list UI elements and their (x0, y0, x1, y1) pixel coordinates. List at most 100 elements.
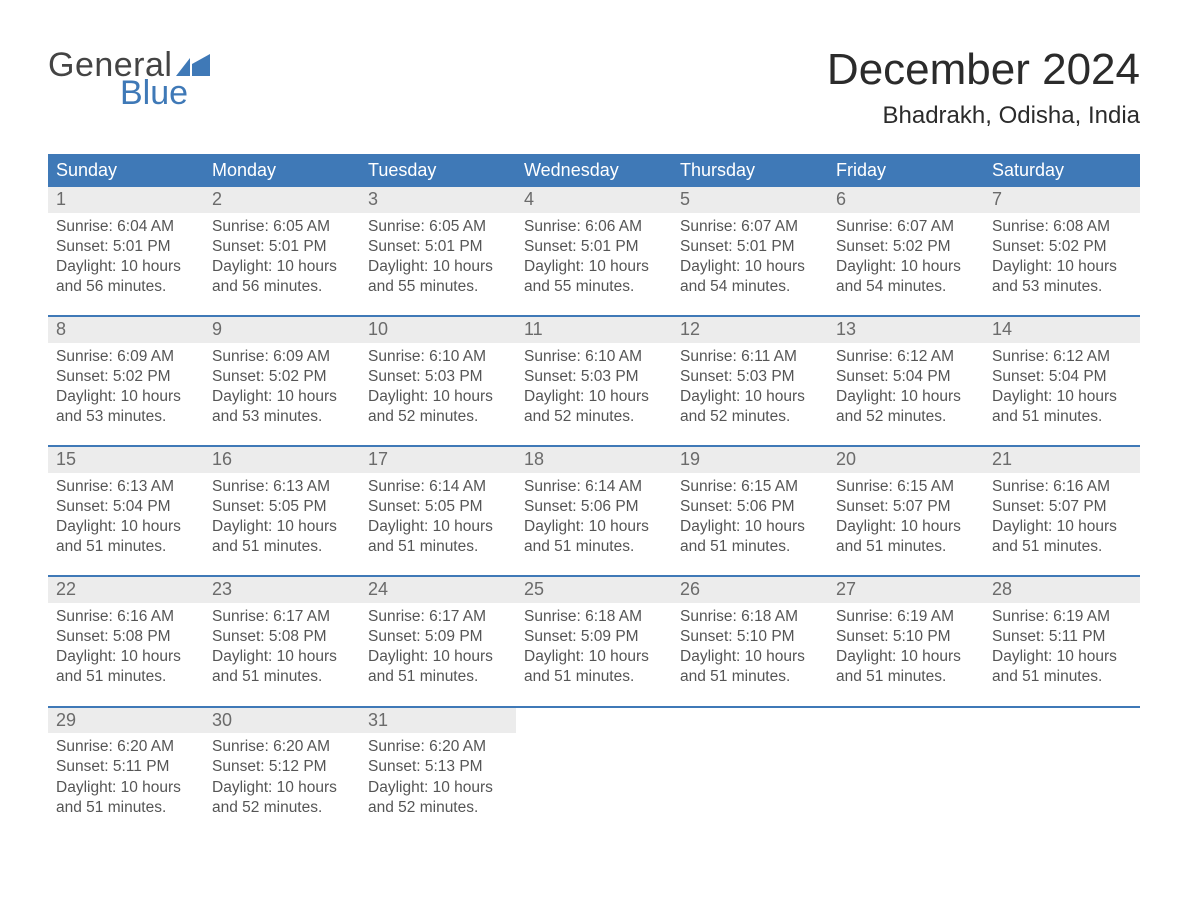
day-details: Sunrise: 6:17 AMSunset: 5:09 PMDaylight:… (360, 603, 516, 688)
day-details: Sunrise: 6:19 AMSunset: 5:10 PMDaylight:… (828, 603, 984, 688)
daylight-line-1: Daylight: 10 hours (680, 387, 820, 407)
daylight-line-1: Daylight: 10 hours (56, 647, 196, 667)
sunset-line: Sunset: 5:08 PM (56, 627, 196, 647)
calendar-day-cell: 30Sunrise: 6:20 AMSunset: 5:12 PMDayligh… (204, 708, 360, 836)
calendar-day-cell: 16Sunrise: 6:13 AMSunset: 5:05 PMDayligh… (204, 447, 360, 576)
daylight-line-2: and 55 minutes. (524, 277, 664, 297)
calendar-day-cell: 28Sunrise: 6:19 AMSunset: 5:11 PMDayligh… (984, 577, 1140, 706)
sunset-line: Sunset: 5:07 PM (836, 497, 976, 517)
daylight-line-1: Daylight: 10 hours (524, 257, 664, 277)
location-subtitle: Bhadrakh, Odisha, India (827, 102, 1140, 130)
calendar-day-cell: 2Sunrise: 6:05 AMSunset: 5:01 PMDaylight… (204, 187, 360, 316)
daylight-line-1: Daylight: 10 hours (836, 517, 976, 537)
calendar-week-row: 29Sunrise: 6:20 AMSunset: 5:11 PMDayligh… (48, 708, 1140, 836)
day-number: 28 (984, 577, 1140, 603)
calendar-week-row: 1Sunrise: 6:04 AMSunset: 5:01 PMDaylight… (48, 187, 1140, 316)
sunrise-line: Sunrise: 6:07 AM (836, 217, 976, 237)
weekday-header: Monday (204, 154, 360, 187)
day-details: Sunrise: 6:20 AMSunset: 5:13 PMDaylight:… (360, 733, 516, 818)
weekday-header: Wednesday (516, 154, 672, 187)
sunset-line: Sunset: 5:02 PM (992, 237, 1132, 257)
brand-logo: General Blue (48, 48, 210, 110)
page: General Blue December 2024 Bhadrakh, Odi… (0, 0, 1188, 868)
calendar-day-cell: 10Sunrise: 6:10 AMSunset: 5:03 PMDayligh… (360, 317, 516, 446)
sunset-line: Sunset: 5:07 PM (992, 497, 1132, 517)
calendar-day-cell: 26Sunrise: 6:18 AMSunset: 5:10 PMDayligh… (672, 577, 828, 706)
day-details: Sunrise: 6:08 AMSunset: 5:02 PMDaylight:… (984, 213, 1140, 298)
daylight-line-1: Daylight: 10 hours (680, 517, 820, 537)
daylight-line-1: Daylight: 10 hours (836, 647, 976, 667)
day-number: 9 (204, 317, 360, 343)
sunset-line: Sunset: 5:02 PM (212, 367, 352, 387)
sunrise-line: Sunrise: 6:09 AM (56, 347, 196, 367)
sunrise-line: Sunrise: 6:18 AM (524, 607, 664, 627)
sunrise-line: Sunrise: 6:07 AM (680, 217, 820, 237)
daylight-line-2: and 51 minutes. (368, 667, 508, 687)
sunset-line: Sunset: 5:06 PM (524, 497, 664, 517)
day-number: 26 (672, 577, 828, 603)
sunset-line: Sunset: 5:05 PM (212, 497, 352, 517)
day-number: 14 (984, 317, 1140, 343)
sunset-line: Sunset: 5:02 PM (836, 237, 976, 257)
daylight-line-1: Daylight: 10 hours (212, 778, 352, 798)
calendar-day-cell: 21Sunrise: 6:16 AMSunset: 5:07 PMDayligh… (984, 447, 1140, 576)
sunset-line: Sunset: 5:02 PM (56, 367, 196, 387)
daylight-line-2: and 51 minutes. (368, 537, 508, 557)
daylight-line-1: Daylight: 10 hours (992, 517, 1132, 537)
day-details: Sunrise: 6:06 AMSunset: 5:01 PMDaylight:… (516, 213, 672, 298)
day-number: 1 (48, 187, 204, 213)
daylight-line-2: and 51 minutes. (836, 667, 976, 687)
day-number: 31 (360, 708, 516, 734)
calendar-day-cell: 8Sunrise: 6:09 AMSunset: 5:02 PMDaylight… (48, 317, 204, 446)
sunrise-line: Sunrise: 6:05 AM (368, 217, 508, 237)
sunset-line: Sunset: 5:01 PM (56, 237, 196, 257)
daylight-line-1: Daylight: 10 hours (368, 387, 508, 407)
sunset-line: Sunset: 5:01 PM (212, 237, 352, 257)
day-details: Sunrise: 6:07 AMSunset: 5:01 PMDaylight:… (672, 213, 828, 298)
sunset-line: Sunset: 5:01 PM (680, 237, 820, 257)
sunset-line: Sunset: 5:11 PM (992, 627, 1132, 647)
day-number: 16 (204, 447, 360, 473)
daylight-line-1: Daylight: 10 hours (212, 387, 352, 407)
day-details: Sunrise: 6:12 AMSunset: 5:04 PMDaylight:… (984, 343, 1140, 428)
sunset-line: Sunset: 5:03 PM (368, 367, 508, 387)
sunrise-line: Sunrise: 6:14 AM (524, 477, 664, 497)
daylight-line-1: Daylight: 10 hours (680, 257, 820, 277)
daylight-line-1: Daylight: 10 hours (368, 778, 508, 798)
sunrise-line: Sunrise: 6:15 AM (680, 477, 820, 497)
calendar-day-cell: 24Sunrise: 6:17 AMSunset: 5:09 PMDayligh… (360, 577, 516, 706)
day-details: Sunrise: 6:05 AMSunset: 5:01 PMDaylight:… (360, 213, 516, 298)
calendar-day-cell: 31Sunrise: 6:20 AMSunset: 5:13 PMDayligh… (360, 708, 516, 836)
day-details: Sunrise: 6:14 AMSunset: 5:06 PMDaylight:… (516, 473, 672, 558)
daylight-line-1: Daylight: 10 hours (992, 647, 1132, 667)
day-details: Sunrise: 6:20 AMSunset: 5:12 PMDaylight:… (204, 733, 360, 818)
daylight-line-2: and 56 minutes. (212, 277, 352, 297)
daylight-line-2: and 51 minutes. (680, 537, 820, 557)
day-number: 11 (516, 317, 672, 343)
daylight-line-2: and 52 minutes. (836, 407, 976, 427)
daylight-line-1: Daylight: 10 hours (368, 517, 508, 537)
daylight-line-2: and 51 minutes. (992, 667, 1132, 687)
daylight-line-2: and 51 minutes. (992, 407, 1132, 427)
empty-cell (672, 708, 828, 836)
day-details: Sunrise: 6:07 AMSunset: 5:02 PMDaylight:… (828, 213, 984, 298)
daylight-line-2: and 52 minutes. (212, 798, 352, 818)
daylight-line-1: Daylight: 10 hours (212, 647, 352, 667)
header: General Blue December 2024 Bhadrakh, Odi… (48, 48, 1140, 130)
sunset-line: Sunset: 5:10 PM (680, 627, 820, 647)
weekday-header: Friday (828, 154, 984, 187)
daylight-line-2: and 51 minutes. (56, 537, 196, 557)
sunset-line: Sunset: 5:04 PM (56, 497, 196, 517)
sunrise-line: Sunrise: 6:12 AM (992, 347, 1132, 367)
daylight-line-2: and 51 minutes. (836, 537, 976, 557)
sunrise-line: Sunrise: 6:14 AM (368, 477, 508, 497)
daylight-line-1: Daylight: 10 hours (56, 517, 196, 537)
sunset-line: Sunset: 5:12 PM (212, 757, 352, 777)
calendar-day-cell: 27Sunrise: 6:19 AMSunset: 5:10 PMDayligh… (828, 577, 984, 706)
daylight-line-2: and 55 minutes. (368, 277, 508, 297)
sunrise-line: Sunrise: 6:04 AM (56, 217, 196, 237)
weekday-header-row: Sunday Monday Tuesday Wednesday Thursday… (48, 154, 1140, 187)
calendar-day-cell: 19Sunrise: 6:15 AMSunset: 5:06 PMDayligh… (672, 447, 828, 576)
daylight-line-1: Daylight: 10 hours (56, 778, 196, 798)
daylight-line-1: Daylight: 10 hours (56, 387, 196, 407)
